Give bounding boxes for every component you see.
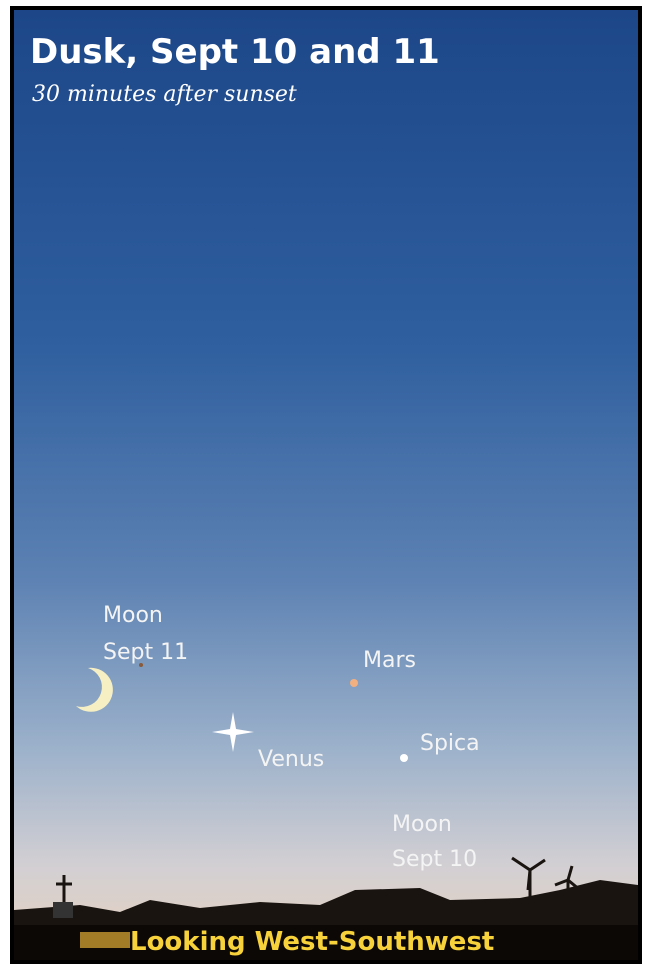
object-label: Venus xyxy=(258,747,324,772)
title: Dusk, Sept 10 and 11 xyxy=(30,32,440,72)
spica xyxy=(400,754,408,762)
object-label: Moon xyxy=(392,812,452,837)
star xyxy=(139,663,143,667)
object-label: Sept 11 xyxy=(103,640,188,665)
sky-chart: Dusk, Sept 10 and 11 30 minutes after su… xyxy=(0,0,650,970)
object-label: Moon xyxy=(103,603,163,628)
lights xyxy=(80,932,130,948)
mars xyxy=(350,679,358,687)
object-label: Mars xyxy=(363,648,416,673)
footer: Looking West-Southwest xyxy=(130,927,494,957)
object-label: Sept 10 xyxy=(392,847,477,872)
sky xyxy=(14,10,638,960)
object-label: Spica xyxy=(420,731,480,756)
subtitle: 30 minutes after sunset xyxy=(32,82,297,107)
sign xyxy=(53,902,73,918)
